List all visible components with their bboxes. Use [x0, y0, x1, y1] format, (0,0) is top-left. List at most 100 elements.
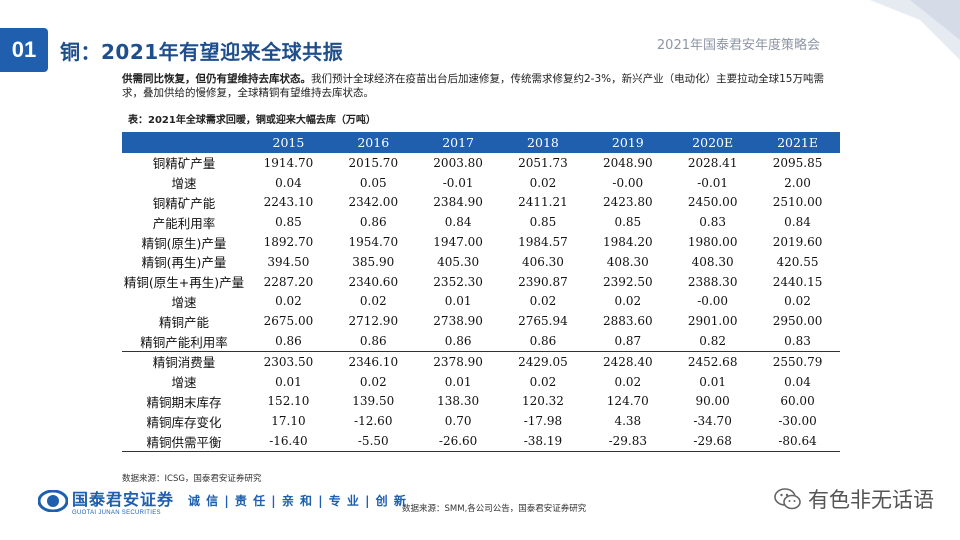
- table-cell: 2003.80: [433, 155, 483, 170]
- table-cell: 0.86: [359, 215, 387, 230]
- copper-balance-table: 2015 2016 2017 2018 2019 2020E 2021E 铜精矿…: [122, 132, 840, 452]
- table-corner-cell: [122, 132, 246, 153]
- table-cell: 1984.57: [518, 235, 568, 250]
- summary-lead: 供需同比恢复，但仍有望维持去库状态。: [122, 73, 311, 85]
- table-cell: 2423.80: [602, 195, 653, 210]
- section-number-badge: 01: [0, 28, 48, 72]
- table-cell: 408.30: [691, 254, 734, 269]
- table-cell: 0.02: [275, 294, 302, 309]
- table-row: 精铜(原生)产量 1892.70 1954.70 1947.00 1984.57 1984…: [122, 232, 840, 252]
- table-cell: -16.40: [246, 431, 331, 452]
- table-row: 精铜供需平衡 -16.40 -5.50 -26.60 -38.19 -29.83 -29.6…: [122, 431, 840, 452]
- table-cell: 2510.00: [772, 195, 823, 210]
- table-cell: 0.85: [614, 215, 642, 230]
- table-cell: -38.19: [500, 431, 586, 452]
- row-label: 精铜库存变化: [146, 414, 222, 430]
- table-cell: 0.83: [699, 215, 726, 230]
- table-cell: 2428.40: [585, 350, 671, 372]
- table-cell: 0.83: [784, 334, 811, 349]
- table-cell: 0.82: [699, 334, 726, 349]
- row-label: 精铜(再生)产量: [141, 255, 227, 271]
- table-cell: 1947.00: [433, 235, 483, 250]
- table-cell: 2450.00: [687, 195, 738, 210]
- table-cell: 2015.70: [348, 155, 399, 170]
- table-cell: 2051.73: [518, 155, 568, 170]
- corner-decoration: [870, 0, 960, 60]
- row-label: 精铜期末库存: [146, 394, 222, 410]
- row-label: 产能利用率: [152, 215, 216, 231]
- table-header-row: 2015 2016 2017 2018 2019 2020E 2021E: [122, 132, 840, 153]
- table-row: 精铜(再生)产量 394.50 385.90 405.30 406.30 408.30 40…: [122, 252, 840, 272]
- table-cell: 2390.87: [518, 274, 568, 289]
- table-cell: -0.01: [697, 175, 729, 190]
- row-label: 精铜消费量: [122, 350, 246, 372]
- wechat-icon: [774, 488, 801, 510]
- table-cell: 0.01: [275, 374, 302, 389]
- table-cell: 2901.00: [687, 314, 738, 329]
- row-label: 增速: [171, 375, 197, 391]
- logo-chinese-name: 国泰君安证券: [72, 490, 175, 509]
- table-cell: -0.00: [697, 294, 729, 309]
- table-cell: 2429.05: [500, 350, 586, 372]
- table-cell: 2675.00: [263, 314, 314, 329]
- table-cell: 0.04: [784, 374, 811, 389]
- table-cell: 1984.20: [602, 235, 653, 250]
- table-cell: 2440.15: [772, 274, 823, 289]
- logo-english-name: GUOTAI JUNAN SECURITIES: [72, 510, 161, 516]
- event-name: 2021年国泰君安年度策略会: [656, 38, 820, 53]
- table-cell: 152.10: [267, 394, 310, 409]
- table-cell: -34.70: [693, 414, 732, 429]
- table-row: 精铜期末库存 152.10 139.50 138.30 120.32 124.70 90.0…: [122, 392, 840, 412]
- table-cell: 2550.79: [755, 350, 840, 372]
- table-cell: -26.60: [415, 431, 501, 452]
- table-cell: 17.10: [271, 414, 306, 429]
- table-cell: -17.98: [523, 414, 563, 429]
- row-label: 精铜产能: [158, 314, 209, 330]
- table-row: 精铜(原生+再生)产量 2287.20 2340.60 2352.30 2390.87 2…: [122, 272, 840, 292]
- table-cell: 2342.00: [348, 195, 399, 210]
- table-cell: 0.87: [614, 334, 642, 349]
- table-cell: 0.86: [529, 334, 557, 349]
- table-cell: 2738.90: [433, 314, 483, 329]
- table-cell: -29.68: [670, 431, 756, 452]
- company-logo-icon: [38, 490, 68, 512]
- table-cell: 394.50: [267, 254, 310, 269]
- table-cell: 2243.10: [263, 195, 314, 210]
- row-label: 精铜(原生)产量: [141, 235, 227, 251]
- table-cell: 124.70: [606, 394, 649, 409]
- table-cell: 0.70: [444, 414, 472, 429]
- summary-paragraph: 供需同比恢复，但仍有望维持去库状态。我们预计全球经济在疫苗出台后加速修复，传统需…: [122, 72, 832, 100]
- row-label: 精铜产能利用率: [140, 334, 228, 350]
- table-cell: 0.85: [275, 215, 302, 230]
- column-header: 2021E: [755, 132, 840, 153]
- table-cell: -29.83: [585, 431, 671, 452]
- table-row: 铜精矿产能 2243.10 2342.00 2384.90 2411.21 2423.80…: [122, 193, 840, 213]
- table-cell: 2950.00: [772, 314, 823, 329]
- table-cell: 2765.94: [518, 314, 568, 329]
- table-cell: 0.02: [529, 374, 557, 389]
- data-source-note-secondary: 数据来源：SMM,各公司公告，国泰君安证券研究: [402, 504, 587, 514]
- table-cell: 408.30: [606, 254, 649, 269]
- table-cell: 0.01: [444, 294, 472, 309]
- table-row: 精铜库存变化 17.10 -12.60 0.70 -17.98 4.38 -34.70 -30…: [122, 411, 840, 431]
- table-cell: 120.32: [521, 394, 564, 409]
- wechat-watermark: 有色非无话语: [774, 484, 934, 514]
- data-source-note: 数据来源：ICSG，国泰君安证券研究: [122, 474, 262, 484]
- table-row: 增速 0.02 0.02 0.01 0.02 0.02 -0.00 0.02: [122, 292, 840, 312]
- table-cell: 406.30: [521, 254, 564, 269]
- column-header: 2017: [415, 132, 501, 153]
- table-cell: 90.00: [695, 394, 730, 409]
- table-cell: -5.50: [330, 431, 416, 452]
- table-row: 精铜产能利用率 0.86 0.86 0.86 0.86 0.87 0.82 0.83: [122, 331, 840, 351]
- table-cell: -0.01: [442, 175, 474, 190]
- table-row: 产能利用率 0.85 0.86 0.84 0.85 0.85 0.83 0.84: [122, 212, 840, 232]
- table-cell: 2346.10: [330, 350, 416, 372]
- table-cell: 2048.90: [602, 155, 653, 170]
- table-cell: 0.86: [444, 334, 472, 349]
- table-cell: 1914.70: [263, 155, 314, 170]
- table-cell: 0.04: [275, 175, 302, 190]
- table-cell: 0.84: [444, 215, 472, 230]
- table-cell: 138.30: [437, 394, 480, 409]
- table-cell: -30.00: [778, 414, 817, 429]
- table-cell: 385.90: [352, 254, 395, 269]
